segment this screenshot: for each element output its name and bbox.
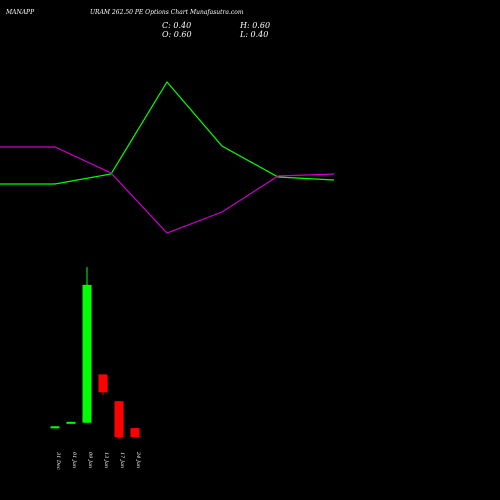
date-tick: 01 Jan <box>71 452 77 468</box>
price-lines <box>0 80 335 234</box>
candle-body <box>114 401 124 438</box>
date-tick: 31 Dec <box>55 452 61 470</box>
date-tick: 24 Jan <box>135 451 141 468</box>
close-label: C: 0.40 <box>162 21 191 30</box>
date-tick: 09 Jan <box>87 452 93 468</box>
chart-subtitle: URAM 262.50 PE Options Chart Munafasutra… <box>90 9 244 16</box>
candle-body <box>130 428 140 438</box>
candle-body <box>82 284 92 423</box>
date-tick: 13 Jan <box>103 452 109 468</box>
candle-body <box>66 421 76 424</box>
candles <box>50 266 140 439</box>
date-tick: 17 Jan <box>119 452 125 468</box>
price-line-1 <box>0 80 335 185</box>
high-label: H: 0.60 <box>239 21 270 30</box>
low-label: L: 0.40 <box>239 30 268 39</box>
candle-body <box>98 374 108 393</box>
price-line-2 <box>0 146 335 234</box>
date-ticks: 31 Dec 01 Jan 09 Jan 13 Jan 17 Jan 24 Jan <box>55 451 141 470</box>
candle-body <box>50 426 60 429</box>
open-label: O: 0.60 <box>162 30 192 39</box>
symbol-label: MANAPP <box>5 9 35 16</box>
